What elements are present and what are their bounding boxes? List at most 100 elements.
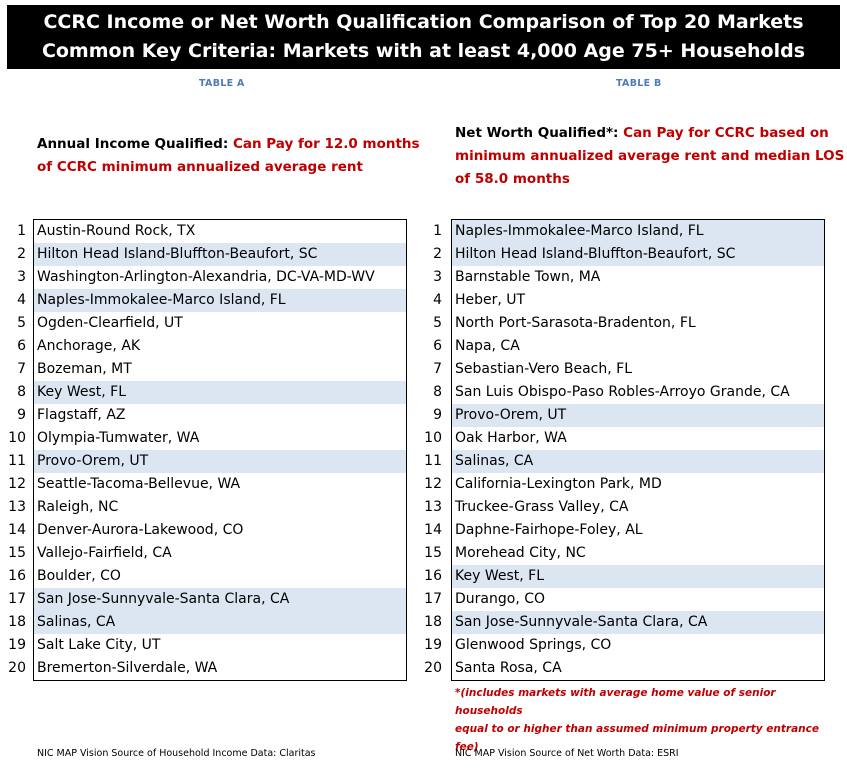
rank-number: 20 bbox=[8, 660, 26, 676]
market-row: Durango, CO bbox=[455, 591, 546, 607]
market-row: Denver-Aurora-Lakewood, CO bbox=[37, 522, 244, 538]
rank-number: 13 bbox=[424, 499, 442, 515]
table-b-market-list: Naples-Immokalee-Marco Island, FL Hilton … bbox=[451, 219, 825, 681]
market-row: Vallejo-Fairfield, CA bbox=[37, 545, 172, 561]
market-row: Provo-Orem, UT bbox=[452, 404, 824, 427]
table-b-subheading-red-3: of 58.0 months bbox=[455, 171, 570, 187]
rank-number: 2 bbox=[433, 246, 442, 262]
rank-number: 13 bbox=[8, 499, 26, 515]
rank-number: 1 bbox=[17, 223, 26, 239]
rank-number: 4 bbox=[433, 292, 442, 308]
market-row: Naples-Immokalee-Marco Island, FL bbox=[452, 220, 824, 243]
table-b-label: TABLE B bbox=[616, 78, 662, 89]
table-b-subheading-red-2: minimum annualized average rent and medi… bbox=[455, 148, 845, 164]
rank-number: 17 bbox=[424, 591, 442, 607]
market-row: California-Lexington Park, MD bbox=[455, 476, 662, 492]
table-b-subheading-bold: Net Worth Qualified*: bbox=[455, 125, 624, 141]
market-row: Austin-Round Rock, TX bbox=[37, 223, 196, 239]
rank-number: 6 bbox=[433, 338, 442, 354]
rank-number: 5 bbox=[17, 315, 26, 331]
market-row: Sebastian-Vero Beach, FL bbox=[455, 361, 633, 377]
rank-number: 9 bbox=[433, 407, 442, 423]
rank-number: 12 bbox=[424, 476, 442, 492]
rank-number: 15 bbox=[424, 545, 442, 561]
header-title-line2: Common Key Criteria: Markets with at lea… bbox=[41, 40, 806, 62]
rank-number: 8 bbox=[433, 384, 442, 400]
market-row: Barnstable Town, MA bbox=[455, 269, 601, 285]
market-row: Boulder, CO bbox=[37, 568, 121, 584]
market-row: San Luis Obispo-Paso Robles-Arroyo Grand… bbox=[455, 384, 790, 400]
rank-number: 19 bbox=[8, 637, 26, 653]
rank-number: 16 bbox=[424, 568, 442, 584]
market-row: Washington-Arlington-Alexandria, DC-VA-M… bbox=[37, 269, 375, 285]
table-b-source: NIC MAP Vision Source of Net Worth Data:… bbox=[455, 748, 679, 759]
market-row: San Jose-Sunnyvale-Santa Clara, CA bbox=[34, 588, 406, 611]
rank-number: 19 bbox=[424, 637, 442, 653]
footnote-line-1: *(includes markets with average home val… bbox=[455, 687, 776, 717]
rank-number: 6 bbox=[17, 338, 26, 354]
rank-number: 10 bbox=[424, 430, 442, 446]
rank-number: 5 bbox=[433, 315, 442, 331]
market-row: Morehead City, NC bbox=[455, 545, 586, 561]
market-row: Salinas, CA bbox=[452, 450, 824, 473]
market-row: Key West, FL bbox=[34, 381, 406, 404]
rank-number: 10 bbox=[8, 430, 26, 446]
rank-number: 1 bbox=[433, 223, 442, 239]
rank-number: 11 bbox=[424, 453, 442, 469]
table-a-source: NIC MAP Vision Source of Household Incom… bbox=[37, 748, 316, 759]
rank-number: 3 bbox=[17, 269, 26, 285]
market-row: Salt Lake City, UT bbox=[37, 637, 161, 653]
market-row: Key West, FL bbox=[452, 565, 824, 588]
table-b-subheading: Net Worth Qualified*: Can Pay for CCRC b… bbox=[455, 122, 844, 191]
header-title-line1: CCRC Income or Net Worth Qualification C… bbox=[43, 11, 804, 33]
rank-number: 12 bbox=[8, 476, 26, 492]
market-row: Naples-Immokalee-Marco Island, FL bbox=[34, 289, 406, 312]
market-row: Santa Rosa, CA bbox=[455, 660, 562, 676]
table-a-subheading-red-2: of CCRC minimum annualized average rent bbox=[37, 159, 363, 175]
table-a-ranks: 1 2 3 4 5 6 7 8 9 10 11 12 13 14 15 16 17 18 19 20 bbox=[2, 220, 32, 680]
rank-number: 17 bbox=[8, 591, 26, 607]
rank-number: 18 bbox=[8, 614, 26, 630]
rank-number: 2 bbox=[17, 246, 26, 262]
market-row: Bozeman, MT bbox=[37, 361, 132, 377]
rank-number: 18 bbox=[424, 614, 442, 630]
table-a-subheading: Annual Income Qualified: Can Pay for 12.… bbox=[37, 133, 420, 179]
market-row: Hilton Head Island-Bluffton-Beaufort, SC bbox=[452, 243, 824, 266]
market-row: Hilton Head Island-Bluffton-Beaufort, SC bbox=[34, 243, 406, 266]
table-b-ranks: 1 2 3 4 5 6 7 8 9 10 11 12 13 14 15 16 17 18 19 20 bbox=[418, 220, 448, 680]
market-row: Napa, CA bbox=[455, 338, 520, 354]
rank-number: 7 bbox=[433, 361, 442, 377]
table-b-subheading-red-1: Can Pay for CCRC based on bbox=[623, 125, 829, 141]
market-row: North Port-Sarasota-Bradenton, FL bbox=[455, 315, 696, 331]
table-a-subheading-red-1: Can Pay for 12.0 months bbox=[232, 136, 420, 152]
rank-number: 7 bbox=[17, 361, 26, 377]
market-row: Anchorage, AK bbox=[37, 338, 141, 354]
market-row: Ogden-Clearfield, UT bbox=[37, 315, 183, 331]
market-row: Daphne-Fairhope-Foley, AL bbox=[455, 522, 643, 538]
market-row: Salinas, CA bbox=[34, 611, 406, 634]
rank-number: 14 bbox=[424, 522, 442, 538]
rank-number: 15 bbox=[8, 545, 26, 561]
rank-number: 11 bbox=[8, 453, 26, 469]
report-header: CCRC Income or Net Worth Qualification C… bbox=[7, 5, 840, 69]
market-row: Heber, UT bbox=[455, 292, 526, 308]
table-a-label: TABLE A bbox=[199, 78, 245, 89]
rank-number: 9 bbox=[17, 407, 26, 423]
rank-number: 3 bbox=[433, 269, 442, 285]
market-row: Glenwood Springs, CO bbox=[455, 637, 612, 653]
market-row: Provo-Orem, UT bbox=[34, 450, 406, 473]
table-a-market-list: Austin-Round Rock, TX Hilton Head Island-… bbox=[33, 219, 407, 681]
rank-number: 20 bbox=[424, 660, 442, 676]
market-row: Truckee-Grass Valley, CA bbox=[455, 499, 629, 515]
rank-number: 16 bbox=[8, 568, 26, 584]
market-row: Bremerton-Silverdale, WA bbox=[37, 660, 218, 676]
rank-number: 8 bbox=[17, 384, 26, 400]
table-b-footnote: *(includes markets with average home val… bbox=[455, 684, 835, 756]
market-row: Oak Harbor, WA bbox=[455, 430, 567, 446]
market-row: Flagstaff, AZ bbox=[37, 407, 126, 423]
market-row: Olympia-Tumwater, WA bbox=[37, 430, 200, 446]
market-row: Raleigh, NC bbox=[37, 499, 119, 515]
rank-number: 4 bbox=[17, 292, 26, 308]
market-row: Seattle-Tacoma-Bellevue, WA bbox=[37, 476, 241, 492]
table-a-subheading-bold: Annual Income Qualified: bbox=[37, 136, 233, 152]
